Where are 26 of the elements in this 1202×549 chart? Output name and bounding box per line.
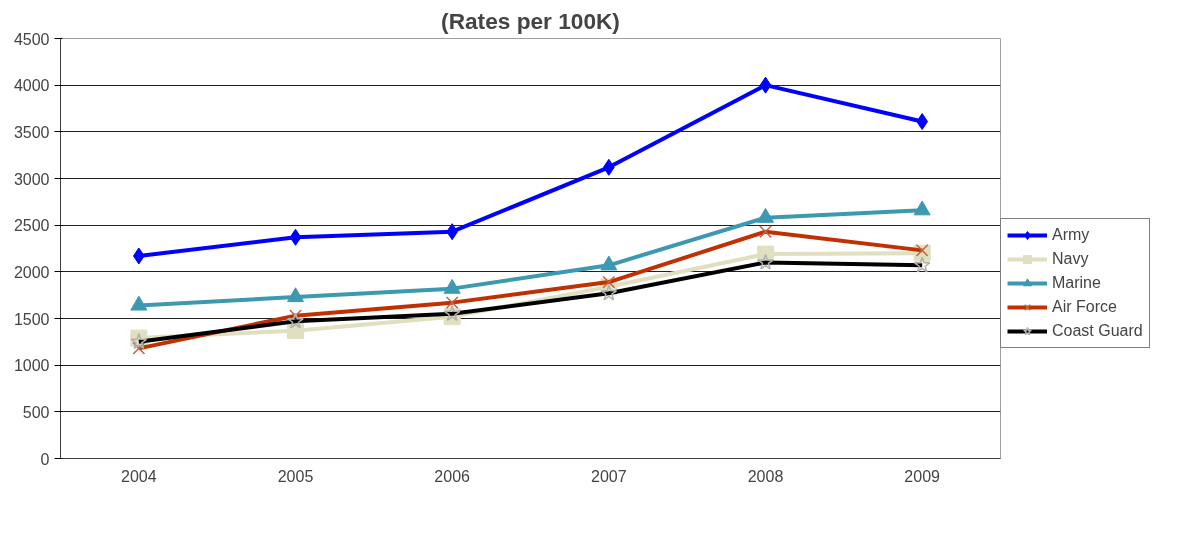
x-tick-label: 2007 bbox=[591, 467, 627, 485]
point bbox=[913, 200, 931, 216]
x-tick-label: 2008 bbox=[747, 467, 784, 485]
x-tick-label: 2004 bbox=[121, 467, 157, 485]
y-tick-label: 2500 bbox=[13, 217, 50, 235]
y-tick-label: 4000 bbox=[13, 77, 50, 95]
y-tick-label: 500 bbox=[22, 403, 50, 421]
legend-label: Army bbox=[1052, 226, 1090, 244]
y-tick-label: 1500 bbox=[13, 310, 50, 328]
y-tick-label: 3000 bbox=[13, 170, 50, 188]
point bbox=[289, 228, 302, 246]
y-tick-label: 3500 bbox=[13, 123, 50, 141]
legend-label: Coast Guard bbox=[1052, 322, 1143, 340]
point bbox=[759, 76, 772, 94]
y-tick-label: 1000 bbox=[13, 357, 50, 375]
x-tick-label: 2005 bbox=[277, 467, 314, 485]
x-tick-label: 2009 bbox=[904, 467, 941, 485]
legend-label: Air Force bbox=[1052, 298, 1117, 316]
y-tick-label: 2000 bbox=[13, 263, 50, 281]
legend-label: Navy bbox=[1052, 250, 1089, 268]
chart-title: (Rates per 100K) bbox=[441, 7, 620, 34]
point bbox=[287, 287, 304, 303]
x-tick-label: 2006 bbox=[434, 467, 471, 485]
y-tick-label: 0 bbox=[40, 450, 50, 468]
legend-label: Marine bbox=[1052, 274, 1101, 292]
y-tick-label: 4500 bbox=[13, 30, 50, 48]
